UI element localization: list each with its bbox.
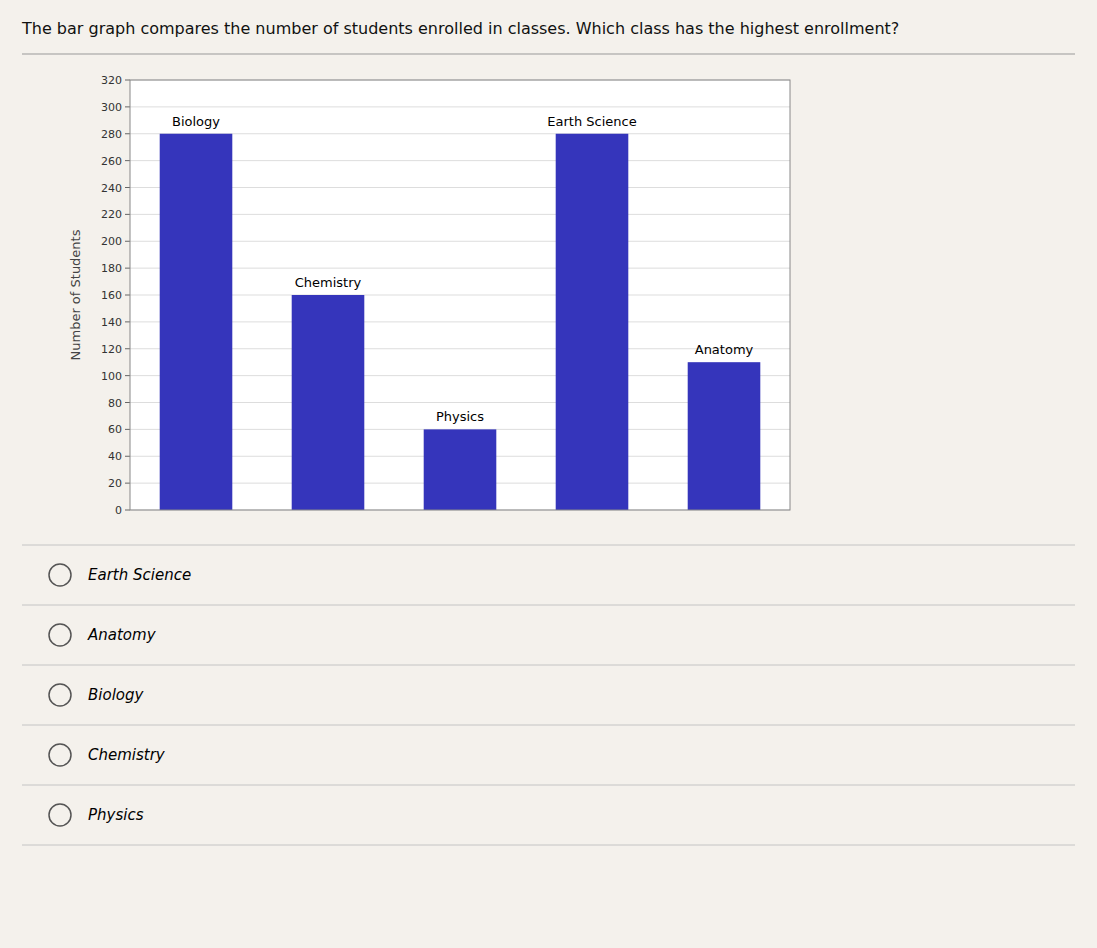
tick-mark [125,268,130,269]
tick-label: 80 [108,397,122,410]
tick-label: 240 [101,182,122,195]
option-separator [22,545,1075,546]
y-grid [130,80,790,510]
bars [160,134,761,510]
option-radio[interactable] [49,744,71,766]
answer-options: Earth Science Anatomy Biology Chemistry Phys… [22,545,1075,845]
tick-label: 40 [108,450,122,463]
tick-label: 160 [101,289,122,302]
tick-label: 220 [101,208,122,221]
grid-line [130,106,790,107]
tick-label: 100 [101,370,122,383]
category-label: Earth Science [547,114,636,129]
tick-mark [125,295,130,296]
option-label[interactable]: Anatomy [87,626,157,644]
tick-mark [125,510,130,511]
tick-label: 280 [101,128,122,141]
category-label: Anatomy [695,342,754,357]
tick-label: 20 [108,477,122,490]
plot-background [130,80,790,510]
tick-label: 0 [115,504,122,517]
tick-label: 140 [101,316,122,329]
option-radio[interactable] [49,804,71,826]
category-labels: Biology Chemistry Physics Earth Science Anat… [172,114,754,425]
tick-label: 60 [108,423,122,436]
bar [160,134,233,510]
tick-label: 260 [101,155,122,168]
tick-mark [125,133,130,134]
option-label[interactable]: Chemistry [88,746,166,764]
tick-mark [125,241,130,242]
y-axis-label: Number of Students [68,229,83,360]
tick-label: 180 [101,262,122,275]
option-label[interactable]: Biology [88,686,145,704]
tick-mark [125,187,130,188]
tick-label: 120 [101,343,122,356]
category-label: Biology [172,114,220,129]
tick-label: 200 [101,235,122,248]
option-radio[interactable] [49,624,71,646]
y-ticks: 0 20 40 60 80 100 120 140 160 180 200 220 240 260 280 3… [101,74,130,517]
tick-mark [125,348,130,349]
title-rule [22,54,1075,55]
option-separator [22,845,1075,846]
category-label: Physics [436,409,484,424]
plot-frame [130,80,790,510]
tick-mark [125,321,130,322]
bar [688,362,761,510]
tick-label: 320 [101,74,122,87]
category-label: Chemistry [295,275,362,290]
bar [556,134,629,510]
tick-mark [125,402,130,403]
tick-mark [125,375,130,376]
tick-mark [125,80,130,81]
bar [292,295,365,510]
option-label[interactable]: Physics [88,806,144,824]
option-separator [22,605,1075,606]
tick-mark [125,456,130,457]
tick-label: 300 [101,101,122,114]
option-radio[interactable] [49,564,71,586]
option-separator [22,785,1075,786]
bar [424,429,497,510]
chart-svg: The bar graph compares the number of stu… [0,0,1097,948]
chart-root: The bar graph compares the number of stu… [0,0,1097,948]
tick-mark [125,106,130,107]
option-radio[interactable] [49,684,71,706]
option-separator [22,725,1075,726]
tick-mark [125,214,130,215]
title: The bar graph compares the number of stu… [21,19,899,38]
option-label[interactable]: Earth Science [88,566,191,584]
tick-mark [125,160,130,161]
tick-mark [125,483,130,484]
tick-mark [125,429,130,430]
option-separator [22,665,1075,666]
